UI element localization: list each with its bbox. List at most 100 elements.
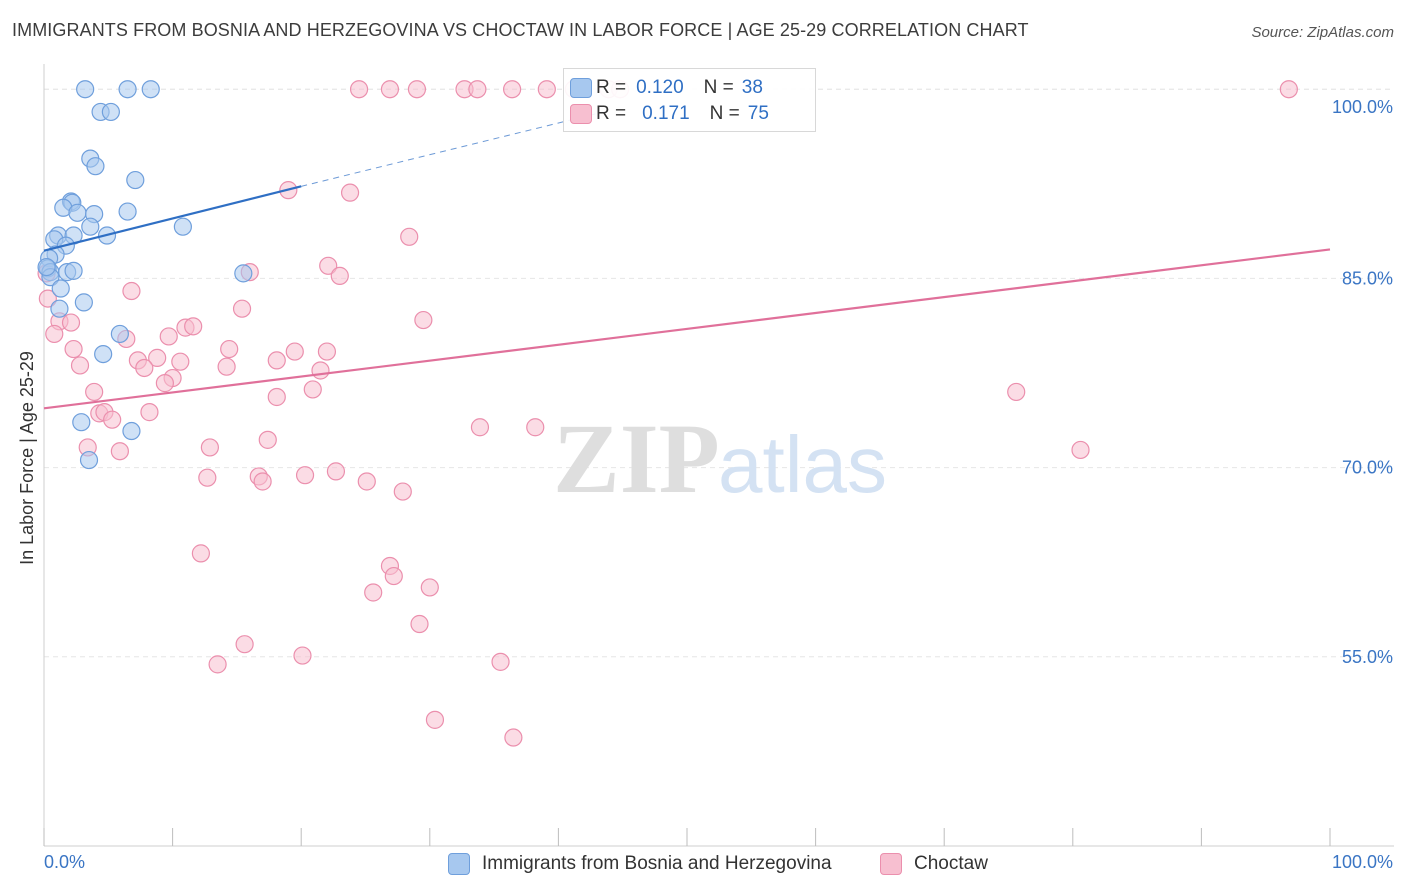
data-point (135, 358, 154, 378)
data-point (504, 728, 523, 747)
data-point (122, 281, 141, 301)
data-point (86, 157, 105, 176)
data-point (1071, 440, 1090, 460)
data-point (364, 583, 383, 602)
data-point (50, 299, 69, 318)
data-point (184, 317, 203, 336)
data-point (425, 710, 445, 729)
source-credit: Source: ZipAtlas.com (1251, 24, 1394, 41)
data-point (267, 387, 286, 407)
data-point (311, 361, 330, 380)
data-point (118, 202, 137, 221)
data-point (51, 279, 70, 298)
legend-row-choctaw: R = 0.171 N = 75 (570, 103, 769, 125)
data-point (198, 468, 217, 487)
bottom-legend-item-bosnia: Immigrants from Bosnia and Herzegovina (448, 852, 832, 876)
data-point (340, 183, 360, 202)
data-point (414, 310, 433, 330)
data-point (122, 421, 141, 441)
legend-r-label: R = (596, 103, 627, 124)
legend-n-value-choctaw: 75 (747, 103, 769, 124)
legend-r-value-choctaw: 0.171 (642, 103, 690, 124)
data-point (217, 357, 236, 376)
data-point (61, 313, 81, 332)
data-point (126, 170, 145, 190)
data-point (81, 217, 100, 236)
bottom-legend-item-choctaw: Choctaw (880, 852, 988, 876)
data-point (141, 80, 160, 99)
data-point (64, 339, 83, 359)
bottom-legend-label-bosnia: Immigrants from Bosnia and Herzegovina (482, 853, 832, 874)
data-point (191, 544, 210, 563)
data-point (103, 410, 122, 429)
data-point (148, 348, 167, 367)
data-point (68, 203, 87, 222)
data-point (293, 646, 312, 665)
data-point (393, 482, 412, 501)
data-point (285, 342, 304, 361)
data-point (110, 442, 129, 461)
y-axis-label: In Labor Force | Age 25-29 (17, 351, 37, 565)
watermark-zip: ZIP (553, 403, 720, 514)
chart-title: IMMIGRANTS FROM BOSNIA AND HERZEGOVINA V… (12, 20, 1029, 40)
data-point (159, 327, 178, 346)
y-tick-label: 55.0% (1342, 647, 1393, 667)
data-point (349, 80, 369, 99)
data-point (70, 356, 90, 375)
watermark: ZIP atlas (553, 403, 887, 514)
data-point (118, 80, 137, 99)
data-point (38, 289, 57, 308)
data-point (234, 264, 253, 283)
data-point (303, 380, 322, 399)
legend-n-value-bosnia: 38 (741, 77, 763, 98)
trend-line-bosnia-extension (301, 111, 604, 187)
points-layer (37, 80, 1298, 747)
data-point (110, 324, 129, 344)
data-point (72, 413, 91, 432)
data-point (1279, 80, 1298, 99)
data-point (319, 256, 338, 275)
watermark-atlas: atlas (718, 420, 887, 509)
data-point (468, 80, 487, 99)
data-point (253, 472, 272, 491)
data-point (407, 80, 427, 99)
correlation-legend: R = 0.120 N = 38 R = 0.171 N = 75 (563, 68, 816, 132)
data-point (470, 418, 490, 437)
data-point (232, 299, 252, 318)
legend-n-label: N = (703, 77, 734, 98)
data-point (76, 80, 95, 99)
legend-row-bosnia: R = 0.120 N = 38 (570, 77, 763, 99)
trend-line-choctaw (43, 248, 1331, 410)
bottom-legend-swatch-choctaw (880, 853, 902, 875)
data-point (537, 80, 556, 99)
data-point (200, 438, 219, 457)
legend-n-label: N = (709, 103, 740, 124)
labels-layer: 55.0% 70.0% 85.0% 100.0% 0.0% 100.0% (44, 97, 1393, 872)
x-tick-label: 100.0% (1332, 852, 1393, 872)
x-tick-label: 0.0% (44, 852, 85, 872)
data-point (37, 257, 56, 277)
data-point (380, 80, 400, 99)
data-point (173, 217, 192, 236)
data-point (400, 227, 419, 246)
data-point (1007, 382, 1026, 402)
legend-r-value-bosnia: 0.120 (636, 77, 684, 98)
data-point (235, 635, 254, 654)
data-point (64, 261, 83, 280)
data-point (317, 342, 337, 361)
data-point (220, 339, 239, 359)
y-tick-label: 100.0% (1332, 97, 1393, 117)
data-point (420, 578, 439, 597)
y-tick-label: 85.0% (1342, 268, 1393, 288)
data-point (85, 382, 104, 402)
data-point (410, 614, 429, 634)
legend-swatch-choctaw (570, 104, 592, 124)
y-tick-label: 70.0% (1342, 458, 1393, 478)
data-point (94, 344, 113, 364)
data-point (101, 102, 120, 122)
data-point (330, 266, 349, 285)
trend-line-bosnia (43, 185, 302, 252)
data-point (503, 80, 522, 99)
data-point (384, 566, 403, 586)
